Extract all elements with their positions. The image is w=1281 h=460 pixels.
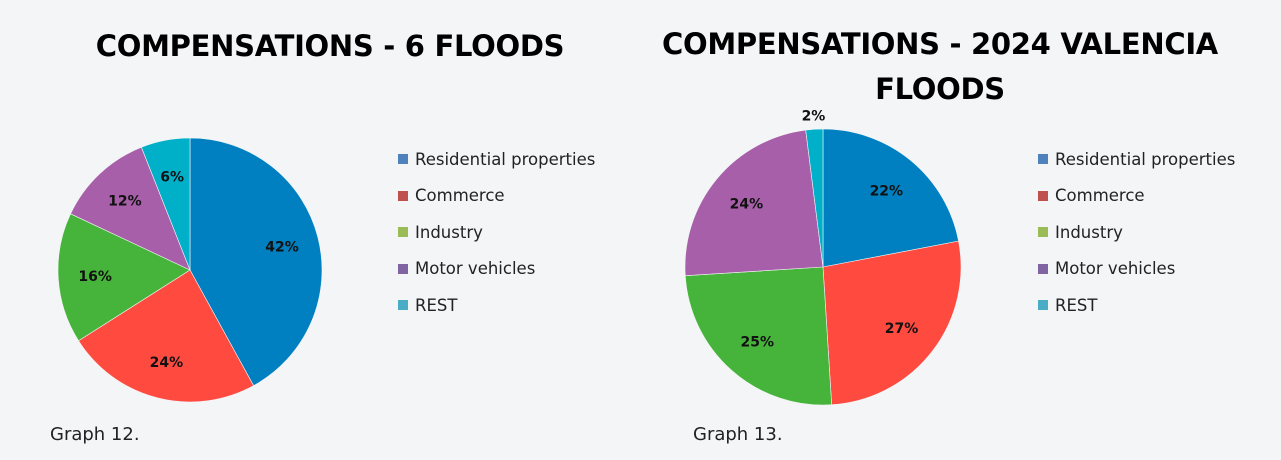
legend-swatch — [398, 300, 408, 311]
legend-item: Residential properties — [398, 141, 595, 178]
chart-2-slice-residential-properties — [822, 128, 959, 268]
chart-1-legend: Residential properties Commerce Industry Mo… — [398, 141, 595, 324]
chart-1-caption: Graph 12. — [50, 424, 140, 445]
legend-item: Industry — [1038, 214, 1235, 251]
chart-2-caption: Graph 13. — [693, 424, 783, 445]
chart-2-data-label: 25% — [741, 335, 775, 351]
legend-label: Motor vehicles — [1055, 259, 1176, 279]
legend-swatch — [1038, 300, 1048, 311]
legend-swatch — [1038, 190, 1048, 201]
legend-item: REST — [1038, 287, 1235, 324]
chart-1-data-label: 12% — [108, 194, 142, 210]
legend-item: Motor vehicles — [398, 251, 595, 288]
legend-swatch — [1038, 227, 1048, 238]
chart-1-data-label: 16% — [78, 269, 112, 285]
chart-1-slice-motor-vehicles — [70, 146, 191, 271]
chart-2-slice-motor-vehicles — [684, 129, 824, 276]
chart-1-data-label: 42% — [265, 239, 299, 255]
chart-2-data-label: 22% — [870, 183, 904, 199]
chart-1-data-label: 24% — [150, 355, 184, 371]
chart-2-slice-industry — [684, 266, 832, 406]
legend-label: REST — [415, 295, 458, 315]
legend-swatch — [398, 227, 408, 238]
legend-label: Residential properties — [1055, 149, 1236, 169]
legend-swatch — [398, 263, 408, 274]
chart-1-slice-industry — [57, 213, 191, 342]
chart-2-title: COMPENSATIONS - 2024 VALENCIA FLOODS — [662, 27, 1218, 106]
chart-1-data-label: 6% — [160, 170, 184, 186]
chart-2-slice-commerce — [822, 240, 962, 406]
legend-item: Commerce — [398, 178, 595, 215]
chart-2-data-label: 2% — [802, 108, 826, 124]
legend-label: REST — [1055, 295, 1098, 315]
legend-label: Residential properties — [415, 149, 596, 169]
chart-2-data-label: 24% — [730, 197, 764, 213]
legend-item: Motor vehicles — [1038, 251, 1235, 288]
legend-label: Industry — [415, 222, 483, 242]
chart-1-slice-residential-properties — [189, 137, 323, 387]
legend-label: Commerce — [415, 186, 505, 206]
chart-1-slice-commerce — [78, 269, 254, 403]
legend-swatch — [398, 190, 408, 201]
chart-2-legend: Residential properties Commerce Industry Mo… — [1038, 141, 1235, 324]
legend-item: Commerce — [1038, 178, 1235, 215]
legend-item: REST — [398, 287, 595, 324]
chart-2-slice-rest — [805, 128, 824, 268]
legend-label: Commerce — [1055, 186, 1145, 206]
chart-2-data-label: 27% — [885, 321, 919, 337]
legend-swatch — [1038, 154, 1048, 165]
chart-1-slice-rest — [141, 137, 191, 271]
chart-1-title: COMPENSATIONS - 6 FLOODS — [95, 29, 565, 63]
legend-swatch — [1038, 263, 1048, 274]
legend-label: Industry — [1055, 222, 1123, 242]
legend-item: Industry — [398, 214, 595, 251]
legend-item: Residential properties — [1038, 141, 1235, 178]
legend-label: Motor vehicles — [415, 259, 536, 279]
legend-swatch — [398, 154, 408, 165]
